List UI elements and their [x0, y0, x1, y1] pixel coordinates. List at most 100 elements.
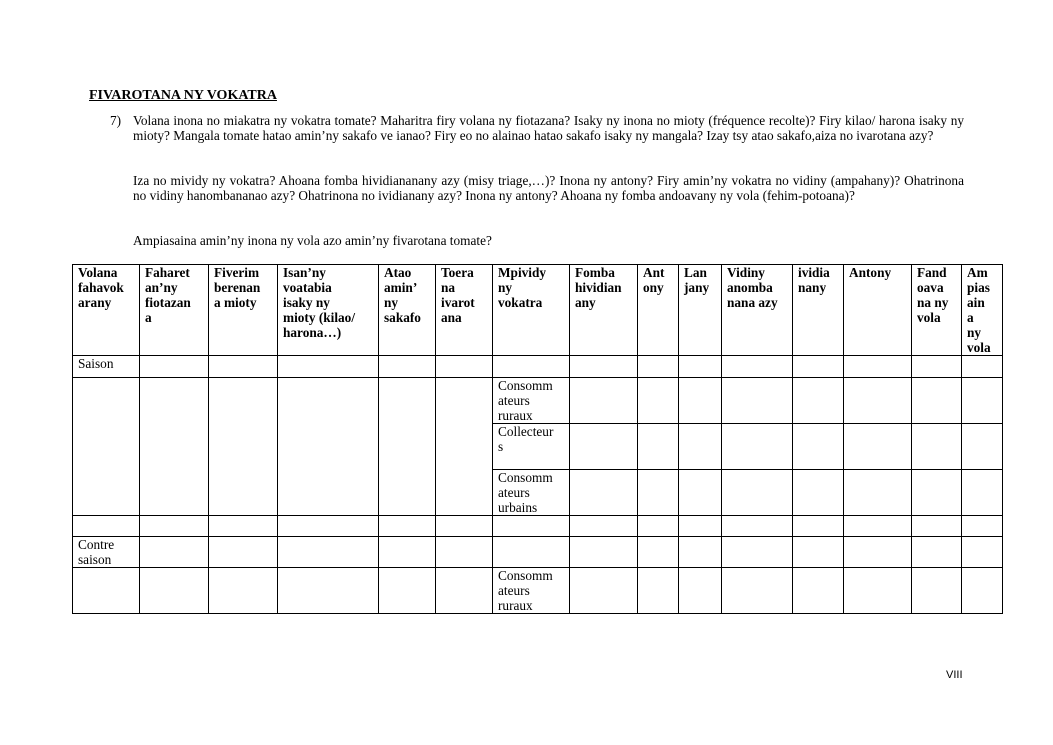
table-cell — [792, 567, 844, 614]
table-cell — [721, 355, 793, 378]
table-cell — [792, 377, 844, 424]
column-header: Isan’ny voatabia isaky ny mioty (kilao/ … — [277, 264, 379, 356]
table-cell — [72, 567, 140, 614]
table-row: Consomm ateurs ruraux — [72, 567, 1003, 614]
table-cell — [911, 515, 962, 537]
table-cell — [569, 355, 638, 378]
table-cell — [911, 355, 962, 378]
table-cell — [492, 515, 570, 537]
table-cell — [678, 469, 722, 516]
table-cell — [637, 536, 679, 568]
table-cell — [637, 515, 679, 537]
table-cell — [139, 377, 209, 516]
table-cell — [378, 355, 436, 378]
table-cell — [843, 355, 912, 378]
table-cell — [435, 515, 493, 537]
table-cell — [843, 515, 912, 537]
table-cell — [721, 567, 793, 614]
paragraph: Iza no mividy ny vokatra? Ahoana fomba h… — [133, 173, 964, 203]
column-header: Fomba hividian any — [569, 264, 638, 356]
table-cell — [911, 377, 962, 424]
buyer-cell: Consomm ateurs urbains — [492, 469, 570, 516]
table-cell — [435, 355, 493, 378]
table-cell — [843, 423, 912, 470]
table-cell — [492, 355, 570, 378]
table-cell — [277, 515, 379, 537]
table-cell — [569, 469, 638, 516]
table-cell — [961, 423, 1003, 470]
table-cell — [208, 515, 278, 537]
table-cell — [378, 567, 436, 614]
header-row: Volana fahavok arany Faharet an’ny fiotaz… — [72, 264, 1003, 356]
paragraph: Ampiasaina amin’ny inona ny vola azo ami… — [133, 233, 492, 248]
table-cell — [569, 536, 638, 568]
table-cell — [911, 536, 962, 568]
table-cell — [569, 423, 638, 470]
table-cell — [961, 515, 1003, 537]
column-header: Vidiny anomba nana azy — [721, 264, 793, 356]
buyer-cell: Consomm ateurs ruraux — [492, 377, 570, 424]
table-cell — [435, 536, 493, 568]
table-cell — [139, 355, 209, 378]
table-row: Consomm ateurs urbains — [73, 469, 1003, 516]
column-header: ividia nany — [792, 264, 844, 356]
table-cell — [961, 377, 1003, 424]
table-cell — [721, 469, 793, 516]
table-cell — [139, 515, 209, 537]
table-cell — [961, 469, 1003, 516]
table-cell — [961, 355, 1003, 378]
table-cell — [637, 355, 679, 378]
table-cell — [678, 515, 722, 537]
table-row: Contre saison — [72, 536, 1003, 568]
table-cell — [277, 567, 379, 614]
table-cell — [792, 355, 844, 378]
buyer-cell: Consomm ateurs ruraux — [492, 567, 570, 614]
season-label: Saison — [72, 355, 140, 378]
table-cell — [72, 515, 140, 537]
table-cell — [678, 377, 722, 424]
column-header: Atao amin’ ny sakafo — [378, 264, 436, 356]
table-cell — [208, 377, 278, 516]
table-cell — [378, 377, 436, 516]
table-cell — [792, 536, 844, 568]
column-header: Mpividy ny vokatra — [492, 264, 570, 356]
table-cell — [678, 423, 722, 470]
column-header: Fand oava na ny vola — [911, 264, 962, 356]
table-cell — [843, 469, 912, 516]
column-header: Toera na ivarot ana — [435, 264, 493, 356]
question-number: 7) — [110, 113, 122, 128]
page-number: VIII — [946, 669, 963, 681]
sales-table: Volana fahavok arany Faharet an’ny fiotaz… — [72, 264, 1003, 614]
table-cell — [569, 515, 638, 537]
table-cell — [961, 536, 1003, 568]
table-cell — [792, 469, 844, 516]
table-cell — [208, 355, 278, 378]
table-cell — [277, 536, 379, 568]
table-cell — [277, 377, 379, 516]
table-cell — [678, 567, 722, 614]
table-cell — [911, 423, 962, 470]
table-row: Collecteur s — [73, 423, 1003, 470]
table-cell — [721, 536, 793, 568]
table-cell — [139, 567, 209, 614]
table-cell — [139, 536, 209, 568]
table-cell — [843, 536, 912, 568]
buyer-cell: Collecteur s — [492, 423, 570, 470]
table-cell — [637, 469, 679, 516]
table-cell — [378, 515, 436, 537]
column-header: Faharet an’ny fiotazan a — [139, 264, 209, 356]
section-title: FIVAROTANA NY VOKATRA — [89, 88, 277, 103]
table-cell — [569, 567, 638, 614]
table-cell — [72, 377, 140, 516]
table-cell — [277, 355, 379, 378]
table-row: Consomm ateurs ruraux — [72, 377, 1003, 516]
table-cell — [843, 567, 912, 614]
paragraph: Volana inona no miakatra ny vokatra toma… — [133, 113, 964, 143]
table-cell — [678, 355, 722, 378]
table-cell — [637, 567, 679, 614]
table-cell — [492, 536, 570, 568]
table-cell — [792, 515, 844, 537]
table-cell — [961, 567, 1003, 614]
table-cell — [678, 536, 722, 568]
column-header: Antony — [843, 264, 912, 356]
